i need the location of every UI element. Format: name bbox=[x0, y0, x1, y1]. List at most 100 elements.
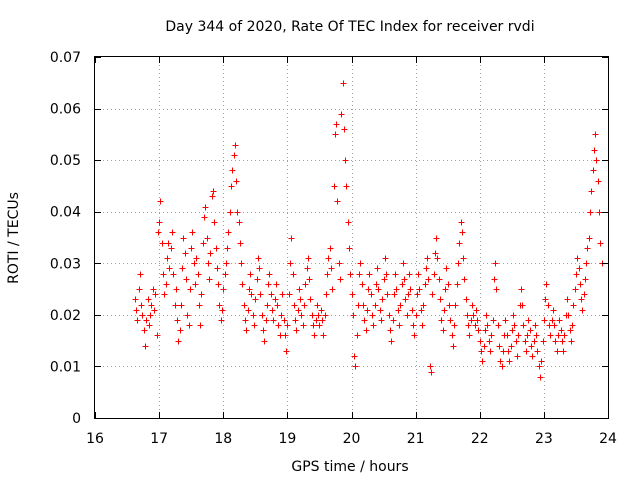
data-point bbox=[304, 265, 311, 272]
data-point bbox=[510, 312, 517, 319]
data-point bbox=[224, 245, 231, 252]
data-point bbox=[396, 322, 403, 329]
data-point bbox=[336, 260, 343, 267]
data-point bbox=[522, 338, 529, 345]
data-point bbox=[556, 317, 563, 324]
data-point bbox=[458, 219, 465, 226]
data-point bbox=[483, 312, 490, 319]
data-point bbox=[198, 291, 205, 298]
data-point bbox=[154, 332, 161, 339]
data-point bbox=[502, 317, 509, 324]
data-point bbox=[482, 327, 489, 334]
data-point bbox=[260, 327, 267, 334]
data-point bbox=[560, 348, 567, 355]
data-point bbox=[324, 271, 331, 278]
data-point bbox=[569, 322, 576, 329]
data-point bbox=[342, 157, 349, 164]
x-tick-label: 21 bbox=[407, 431, 425, 447]
data-point bbox=[272, 296, 279, 303]
data-point bbox=[518, 286, 525, 293]
plot-frame bbox=[94, 56, 609, 419]
data-point bbox=[513, 338, 520, 345]
data-point bbox=[479, 358, 486, 365]
data-point bbox=[302, 281, 309, 288]
data-point bbox=[201, 214, 208, 221]
data-point bbox=[297, 296, 304, 303]
data-point bbox=[404, 312, 411, 319]
data-point bbox=[143, 317, 150, 324]
data-point bbox=[397, 302, 404, 309]
data-point bbox=[374, 265, 381, 272]
data-point bbox=[584, 245, 591, 252]
data-point bbox=[310, 322, 317, 329]
data-point bbox=[265, 281, 272, 288]
data-point bbox=[461, 276, 468, 283]
data-point bbox=[152, 291, 159, 298]
y-tick-label: 0.01 bbox=[50, 359, 81, 375]
y-tick-label: 0.03 bbox=[50, 256, 81, 272]
data-point bbox=[133, 307, 140, 314]
data-point bbox=[493, 286, 500, 293]
data-point bbox=[384, 291, 391, 298]
data-point bbox=[490, 317, 497, 324]
data-point bbox=[169, 229, 176, 236]
data-point bbox=[155, 229, 162, 236]
data-point bbox=[139, 312, 146, 319]
data-point bbox=[582, 276, 589, 283]
data-point bbox=[147, 312, 154, 319]
data-point bbox=[528, 343, 535, 350]
data-point bbox=[423, 265, 430, 272]
data-point bbox=[202, 204, 209, 211]
data-point bbox=[263, 317, 270, 324]
data-point bbox=[347, 271, 354, 278]
data-point bbox=[300, 322, 307, 329]
data-point bbox=[242, 317, 249, 324]
data-point bbox=[549, 317, 556, 324]
data-point bbox=[290, 271, 297, 278]
data-point bbox=[175, 338, 182, 345]
data-point bbox=[481, 343, 488, 350]
data-point bbox=[497, 358, 504, 365]
data-point bbox=[237, 240, 244, 247]
data-point bbox=[464, 312, 471, 319]
data-point bbox=[191, 260, 198, 267]
data-point bbox=[305, 255, 312, 262]
data-point bbox=[366, 271, 373, 278]
data-point bbox=[567, 327, 574, 334]
data-point bbox=[393, 286, 400, 293]
data-point bbox=[433, 235, 440, 242]
data-point bbox=[218, 317, 225, 324]
data-point bbox=[592, 131, 599, 138]
data-point bbox=[146, 322, 153, 329]
data-point bbox=[574, 255, 581, 262]
data-point bbox=[231, 152, 238, 159]
data-point bbox=[455, 260, 462, 267]
data-point bbox=[576, 265, 583, 272]
data-point bbox=[246, 286, 253, 293]
data-point bbox=[233, 178, 240, 185]
data-point bbox=[573, 271, 580, 278]
y-axis-label: ROTI / TECUs bbox=[6, 192, 22, 284]
axis-ticks bbox=[95, 57, 609, 419]
data-point bbox=[295, 307, 302, 314]
data-point bbox=[568, 338, 575, 345]
data-point bbox=[441, 307, 448, 314]
data-point bbox=[356, 271, 363, 278]
data-point bbox=[392, 271, 399, 278]
data-point bbox=[255, 255, 262, 262]
data-point bbox=[165, 240, 172, 247]
data-point bbox=[282, 332, 289, 339]
data-point bbox=[193, 255, 200, 262]
data-point bbox=[216, 302, 223, 309]
data-point bbox=[211, 219, 218, 226]
data-point bbox=[506, 358, 513, 365]
data-point bbox=[301, 302, 308, 309]
data-point bbox=[168, 245, 175, 252]
data-point bbox=[160, 271, 167, 278]
data-point bbox=[189, 229, 196, 236]
data-point bbox=[369, 312, 376, 319]
data-point bbox=[209, 193, 216, 200]
data-point bbox=[141, 327, 148, 334]
data-point bbox=[515, 332, 522, 339]
data-point bbox=[427, 363, 434, 370]
